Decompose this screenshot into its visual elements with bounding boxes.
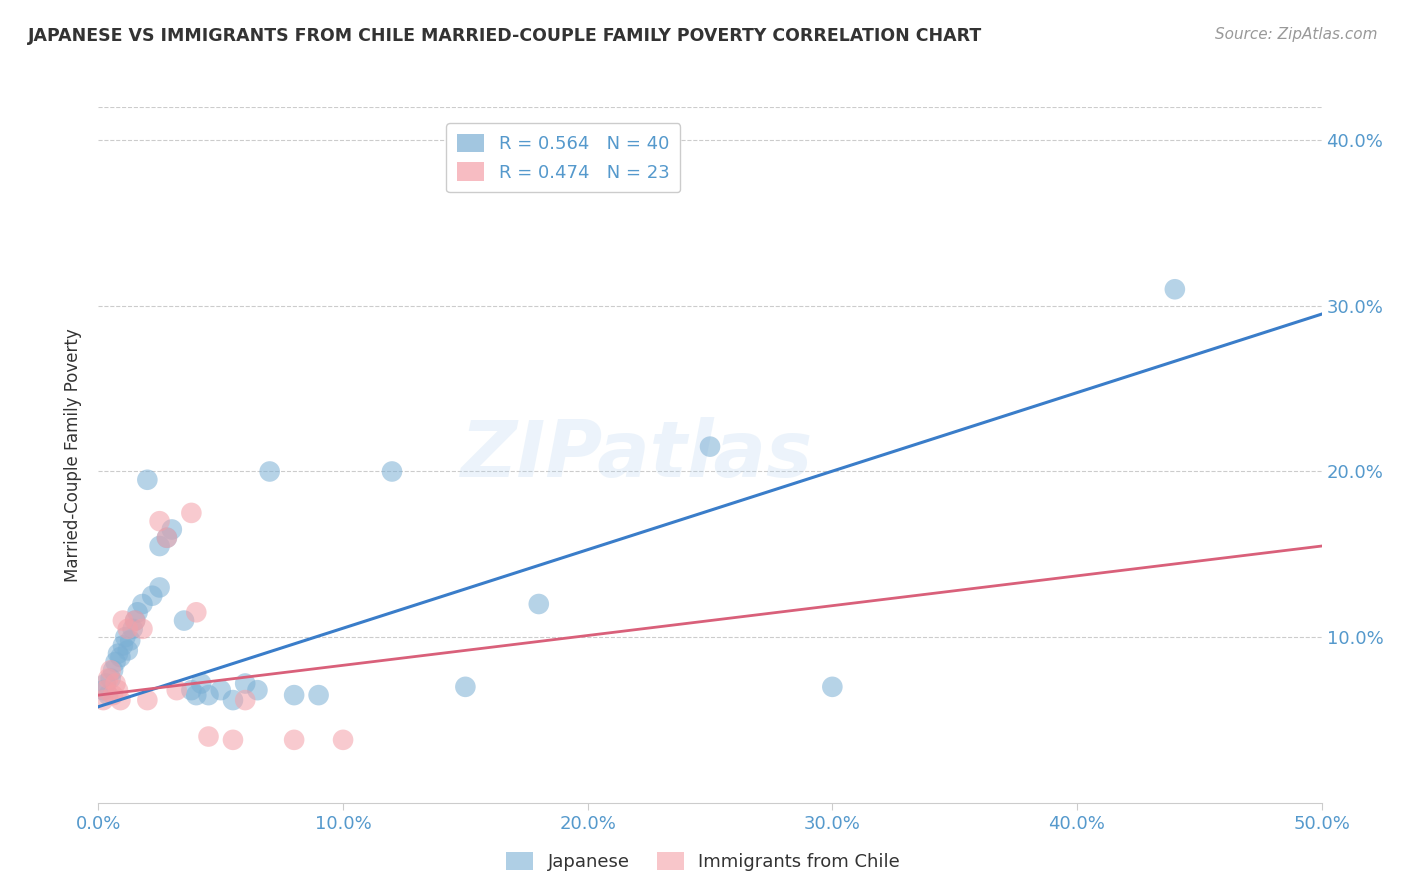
- Point: [160, 523, 183, 537]
- Point: [190, 676, 212, 690]
- Point: [101, 663, 124, 677]
- Point: [100, 663, 122, 677]
- Point: [173, 614, 195, 628]
- Point: [104, 655, 127, 669]
- Point: [141, 589, 163, 603]
- Legend: Japanese, Immigrants from Chile: Japanese, Immigrants from Chile: [499, 845, 907, 879]
- Point: [233, 676, 256, 690]
- Point: [454, 680, 477, 694]
- Point: [121, 622, 143, 636]
- Point: [104, 676, 127, 690]
- Point: [209, 683, 232, 698]
- Point: [222, 732, 245, 747]
- Point: [131, 597, 153, 611]
- Point: [136, 473, 159, 487]
- Text: Source: ZipAtlas.com: Source: ZipAtlas.com: [1215, 27, 1378, 42]
- Point: [233, 693, 256, 707]
- Point: [149, 514, 172, 528]
- Point: [124, 614, 146, 628]
- Point: [97, 672, 120, 686]
- Point: [308, 688, 330, 702]
- Point: [180, 506, 202, 520]
- Text: ZIPatlas: ZIPatlas: [461, 417, 813, 493]
- Point: [136, 693, 159, 707]
- Point: [127, 605, 149, 619]
- Legend: R = 0.564   N = 40, R = 0.474   N = 23: R = 0.564 N = 40, R = 0.474 N = 23: [446, 123, 681, 193]
- Point: [94, 683, 117, 698]
- Point: [197, 688, 219, 702]
- Point: [131, 622, 153, 636]
- Point: [107, 683, 129, 698]
- Text: JAPANESE VS IMMIGRANTS FROM CHILE MARRIED-COUPLE FAMILY POVERTY CORRELATION CHAR: JAPANESE VS IMMIGRANTS FROM CHILE MARRIE…: [28, 27, 983, 45]
- Point: [259, 465, 281, 479]
- Point: [821, 680, 844, 694]
- Point: [149, 539, 172, 553]
- Point: [111, 639, 134, 653]
- Point: [117, 622, 139, 636]
- Point: [117, 643, 139, 657]
- Point: [97, 688, 120, 702]
- Point: [94, 676, 117, 690]
- Point: [114, 630, 136, 644]
- Point: [124, 614, 146, 628]
- Point: [166, 683, 188, 698]
- Point: [180, 683, 202, 698]
- Point: [283, 732, 305, 747]
- Point: [156, 531, 179, 545]
- Y-axis label: Married-Couple Family Poverty: Married-Couple Family Poverty: [65, 328, 83, 582]
- Point: [186, 688, 208, 702]
- Point: [283, 688, 305, 702]
- Point: [91, 683, 114, 698]
- Point: [101, 688, 124, 702]
- Point: [381, 465, 404, 479]
- Point: [111, 614, 134, 628]
- Point: [100, 672, 122, 686]
- Point: [197, 730, 219, 744]
- Point: [91, 693, 114, 707]
- Point: [527, 597, 550, 611]
- Point: [332, 732, 354, 747]
- Point: [186, 605, 208, 619]
- Point: [110, 693, 132, 707]
- Point: [107, 647, 129, 661]
- Point: [149, 581, 172, 595]
- Point: [246, 683, 269, 698]
- Point: [699, 440, 721, 454]
- Point: [1164, 282, 1187, 296]
- Point: [120, 633, 142, 648]
- Point: [110, 650, 132, 665]
- Point: [156, 531, 179, 545]
- Point: [222, 693, 245, 707]
